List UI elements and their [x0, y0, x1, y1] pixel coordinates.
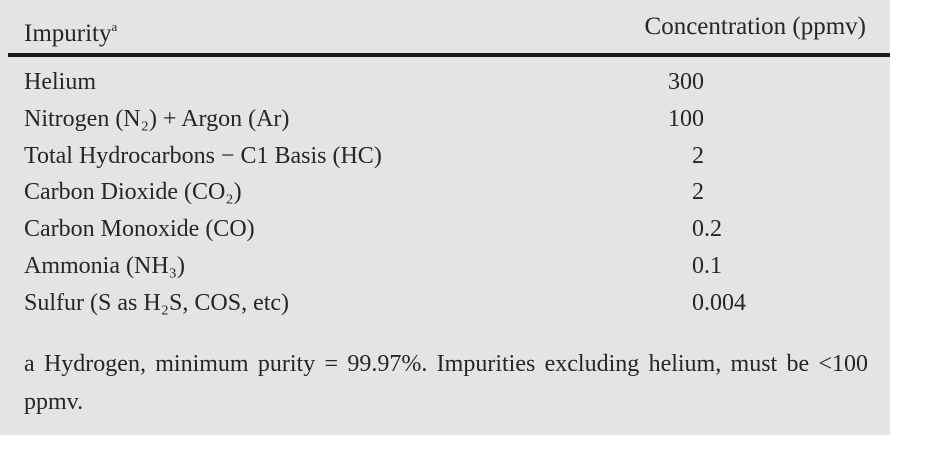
concentration-value: 0.004 — [620, 285, 746, 322]
table-row: Carbon Dioxide (CO₂) 2 — [0, 174, 890, 211]
concentration-value: 300 — [620, 64, 704, 101]
concentration-value: 0.1 — [620, 248, 722, 285]
value-int: 2 — [692, 179, 704, 206]
footnote-marker: a — [24, 351, 35, 377]
header-concentration: Concentration (ppmv) — [644, 13, 866, 40]
footnote-text: Hydrogen, minimum purity = 99.97%. Impur… — [24, 351, 869, 415]
value-int: 300 — [668, 69, 704, 95]
value-frac: .1 — [704, 253, 722, 279]
impurity-name: Total Hydrocarbons − C1 Basis (HC) — [24, 142, 382, 169]
impurity-name: Sulfur (S as H₂S, COS, etc) — [24, 289, 290, 316]
concentration-value: 0.2 — [620, 211, 722, 248]
value-int: 2 — [692, 142, 704, 169]
table-row: Sulfur (S as H₂S, COS, etc) 0.004 — [0, 285, 890, 322]
table-row: Carbon Monoxide (CO) 0.2 — [0, 211, 890, 248]
table-row: Helium 300 — [0, 64, 890, 101]
value-int: 0 — [692, 253, 704, 279]
value-frac: .004 — [704, 289, 746, 316]
footnote-ref: a — [111, 19, 118, 34]
value-int: 100 — [668, 105, 704, 132]
header-text: Impurity — [24, 20, 112, 47]
table-row: Ammonia (NH₃) 0.1 — [0, 248, 890, 285]
table-panel: Impuritya Concentration (ppmv) Helium 300… — [0, 0, 890, 435]
impurity-name: Nitrogen (N₂) + Argon (Ar) — [24, 105, 290, 132]
concentration-value: 2 — [620, 174, 704, 211]
table-row: Nitrogen (N₂) + Argon (Ar) 100 — [0, 101, 890, 138]
header-impurity: Impuritya — [24, 10, 117, 51]
concentration-value: 100 — [620, 101, 704, 138]
impurity-name: Carbon Monoxide (CO) — [24, 216, 255, 243]
value-frac: .2 — [704, 216, 722, 243]
impurity-name: Carbon Dioxide (CO₂) — [24, 179, 242, 206]
value-int: 0 — [692, 216, 704, 243]
table-row: Total Hydrocarbons − C1 Basis (HC) 2 — [0, 138, 890, 175]
impurity-name: Helium — [24, 69, 96, 95]
header-rule — [8, 53, 890, 57]
footnote: a Hydrogen, minimum purity = 99.97%. Imp… — [24, 345, 868, 421]
impurity-name: Ammonia (NH₃) — [24, 253, 186, 279]
value-int: 0 — [692, 289, 704, 316]
concentration-value: 2 — [620, 138, 704, 175]
